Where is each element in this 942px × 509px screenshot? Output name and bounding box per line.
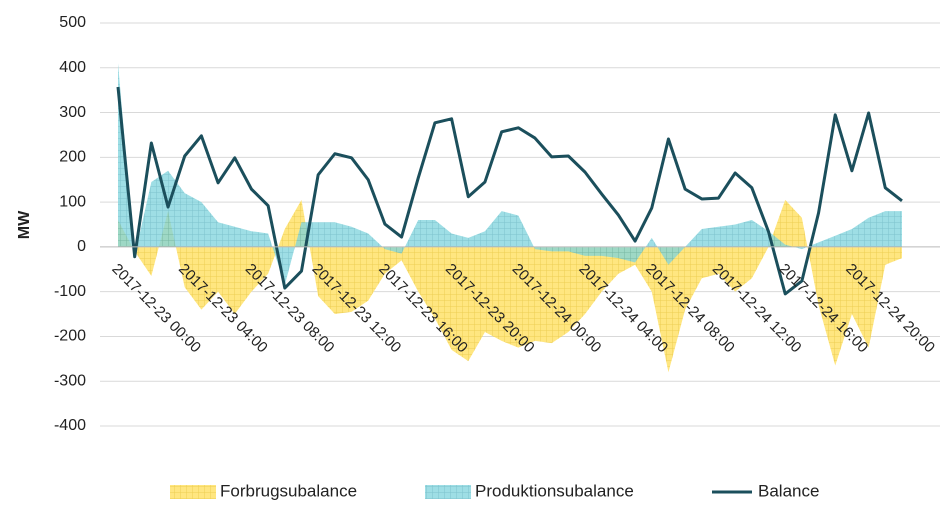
y-tick-label: -100 [54,283,86,300]
y-tick-label: 500 [59,14,86,31]
legend-label: Forbrugsubalance [220,481,357,500]
y-tick-label: 0 [77,238,86,255]
y-tick-label: 300 [59,104,86,121]
y-tick-label: -200 [54,328,86,345]
area [118,63,902,285]
y-tick-label: 200 [59,149,86,166]
y-tick-label: -400 [54,417,86,434]
legend-label: Balance [758,481,819,500]
legend-swatch [425,485,471,499]
legend-swatch [170,485,216,499]
y-axis-label: MW [16,210,33,239]
y-tick-label: -300 [54,372,86,389]
y-tick-label: 100 [59,193,86,210]
area [118,199,902,373]
line [116,86,903,296]
y-tick-label: 400 [59,59,86,76]
legend-label: Produktionsubalance [475,481,634,500]
